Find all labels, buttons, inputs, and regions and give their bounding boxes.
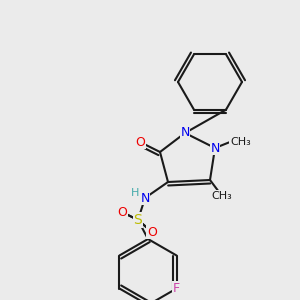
Text: CH₃: CH₃ [230, 137, 251, 147]
Text: CH₃: CH₃ [212, 191, 233, 201]
Text: O: O [117, 206, 127, 218]
Text: S: S [134, 213, 142, 227]
Text: F: F [173, 282, 180, 295]
Text: O: O [147, 226, 157, 238]
Text: N: N [210, 142, 220, 154]
Text: O: O [135, 136, 145, 148]
Text: N: N [140, 191, 150, 205]
Text: H: H [131, 188, 139, 198]
Text: N: N [180, 127, 190, 140]
